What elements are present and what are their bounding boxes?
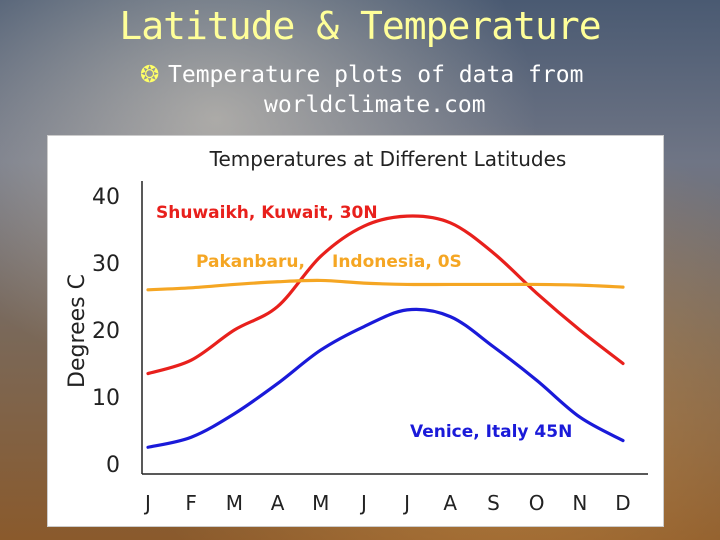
label-kuwait: Shuwaikh, Kuwait, 30N (156, 203, 378, 223)
chart-panel: Temperatures at Different Latitudes Degr… (47, 135, 664, 527)
slide-title: Latitude & Temperature (119, 4, 601, 48)
x-tick-label: F (185, 491, 197, 515)
y-tick-label: 10 (92, 386, 120, 411)
y-tick-label: 20 (92, 319, 120, 344)
bullet-line-1: Temperature plots of data from (168, 62, 584, 88)
x-tick-label: O (529, 491, 545, 515)
label-indonesia: Indonesia, 0S (332, 252, 462, 272)
x-tick-label: N (572, 491, 587, 515)
y-tick-label: 30 (92, 252, 120, 277)
globe-icon: ❂ (140, 62, 160, 88)
x-tick-label: M (312, 491, 329, 515)
chart-title: Temperatures at Different Latitudes (209, 147, 567, 171)
label-pakanbaru: Pakanbaru, (196, 252, 305, 272)
x-tick-label: J (402, 491, 410, 515)
y-tick-label: 40 (92, 185, 120, 210)
bullet-text: ❂ Temperature plots of data from worldcli… (140, 60, 700, 120)
y-axis-label: Degrees C (65, 274, 90, 388)
label-venice: Venice, Italy 45N (410, 422, 572, 442)
series-line-pakanbaru (146, 278, 625, 292)
bullet-line-2: worldclimate.com (264, 92, 486, 118)
line-chart: Temperatures at Different Latitudes Degr… (65, 147, 648, 515)
series-line-kuwait (146, 214, 625, 376)
x-tick-label: M (226, 491, 243, 515)
x-tick-label: J (143, 491, 151, 515)
x-tick-label: D (615, 491, 630, 515)
x-tick-label: A (443, 491, 457, 515)
x-tick-label: A (271, 491, 285, 515)
series-line-venice (146, 307, 625, 449)
x-tick-label: S (487, 491, 500, 515)
y-tick-label: 0 (106, 453, 120, 478)
x-tick-label: J (359, 491, 367, 515)
